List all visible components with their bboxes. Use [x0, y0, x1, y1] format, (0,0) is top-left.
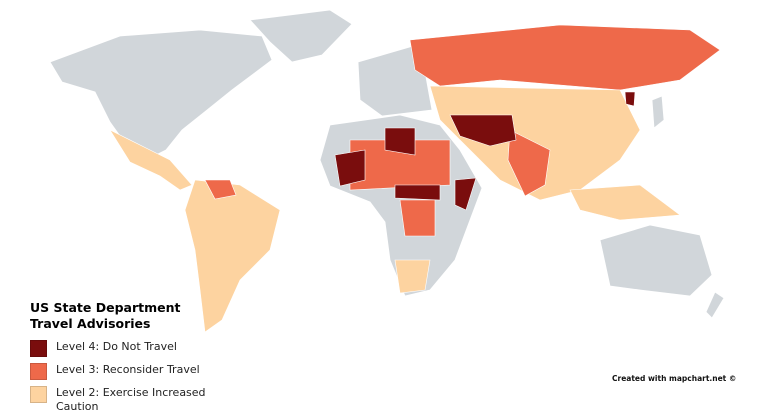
legend-label: Level 3: Reconsider Travel	[56, 363, 200, 376]
legend-swatch	[30, 340, 47, 357]
congo	[399, 199, 436, 237]
southeast-asia-islands	[569, 184, 681, 221]
libya	[384, 127, 416, 156]
venezuela	[204, 179, 237, 200]
credit: Created with mapchart.net ©	[612, 374, 737, 383]
legend-swatch	[30, 386, 47, 403]
page: US State Department Travel Advisories Le…	[30, 9, 737, 413]
legend-item: Level 3: Reconsider Travel	[30, 363, 220, 380]
world-map	[49, 9, 725, 333]
north-america	[49, 29, 273, 159]
legend: US State Department Travel Advisories Le…	[30, 300, 220, 420]
new-zealand	[705, 291, 725, 319]
legend-label: Level 4: Do Not Travel	[56, 340, 177, 353]
mali	[334, 149, 366, 187]
legend-item: Level 4: Do Not Travel	[30, 340, 220, 357]
russia	[409, 24, 721, 91]
japan	[651, 95, 665, 129]
middle-east	[449, 114, 517, 147]
legend-title: US State Department Travel Advisories	[30, 300, 181, 331]
legend-swatch	[30, 363, 47, 380]
central-america	[109, 129, 193, 191]
south-asia	[507, 129, 551, 197]
sudan-car	[394, 184, 441, 201]
southern-africa	[394, 259, 431, 294]
somalia	[454, 177, 477, 211]
north-korea	[624, 91, 636, 107]
greenland	[249, 9, 353, 63]
legend-items: Level 4: Do Not Travel Level 3: Reconside…	[30, 340, 220, 414]
australia	[599, 224, 713, 297]
south-america	[184, 179, 281, 333]
